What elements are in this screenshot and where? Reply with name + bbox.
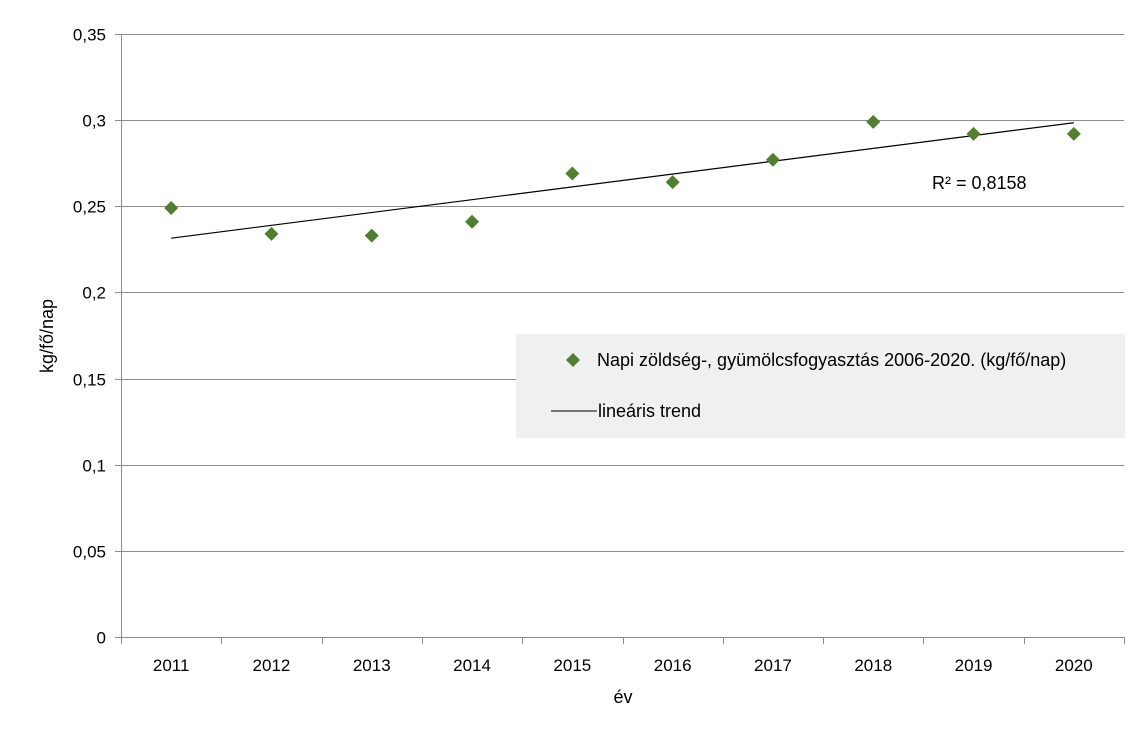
x-tick-label: 2011 (153, 656, 190, 675)
data-point-diamond (465, 214, 480, 229)
data-point-diamond (866, 114, 881, 129)
axes (115, 34, 1125, 644)
x-tick-label: 2014 (453, 656, 491, 675)
y-tick-label: 0,3 (82, 112, 106, 131)
data-point-diamond (765, 152, 780, 167)
r2-label: R² = 0,8158 (932, 173, 1027, 193)
y-axis-title: kg/fő/nap (37, 299, 57, 373)
x-tick-label: 2016 (654, 656, 692, 675)
y-tick-label: 0,25 (73, 198, 106, 217)
data-point-diamond (1066, 126, 1081, 141)
x-tick-label: 2012 (253, 656, 291, 675)
y-tick-label: 0,1 (82, 457, 106, 476)
data-point-diamond (364, 228, 379, 243)
x-tick-label: 2015 (553, 656, 591, 675)
gridlines (121, 34, 1124, 552)
y-tick-label: 0,15 (73, 371, 106, 390)
legend-trend-label: lineáris trend (598, 401, 701, 421)
x-tick-label: 2020 (1055, 656, 1093, 675)
data-point-diamond (264, 226, 279, 241)
y-tick-label: 0 (97, 629, 106, 648)
y-tick-label: 0,2 (82, 284, 106, 303)
y-tick-labels: 0 0,05 0,1 0,15 0,2 0,25 0,3 0,35 (73, 26, 106, 648)
trendline-group (171, 122, 1074, 239)
x-tick-label: 2019 (955, 656, 993, 675)
legend: Napi zöldség-, gyümölcsfogyasztás 2006-2… (516, 334, 1125, 438)
legend-marker-diamond-icon (566, 353, 580, 367)
x-tick-label: 2018 (854, 656, 892, 675)
x-tick-labels: 2011 2012 2013 2014 2015 2016 2017 2018 2019 2020 (153, 656, 1093, 675)
y-tick-label: 0,05 (73, 543, 106, 562)
x-tick-label: 2017 (754, 656, 792, 675)
data-point-diamond (164, 201, 179, 216)
data-point-diamond (966, 126, 981, 141)
y-tick-label: 0,35 (73, 26, 106, 45)
x-tick-label: 2013 (353, 656, 391, 675)
data-point-diamond (665, 175, 680, 190)
legend-background (516, 334, 1125, 438)
legend-series-label: Napi zöldség-, gyümölcsfogyasztás 2006-2… (597, 350, 1066, 370)
data-point-diamond (565, 166, 580, 181)
data-points (164, 114, 1081, 243)
trend-line (171, 122, 1074, 239)
x-axis-title: év (613, 687, 632, 707)
